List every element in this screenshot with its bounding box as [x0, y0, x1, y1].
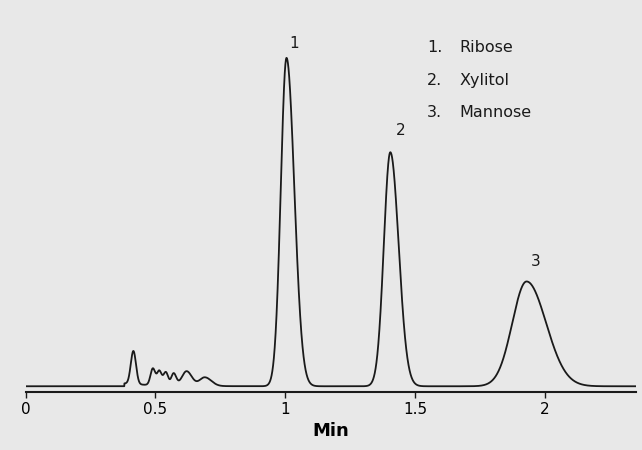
- Text: Mannose: Mannose: [459, 105, 531, 120]
- Text: Ribose: Ribose: [459, 40, 513, 55]
- Text: 1: 1: [290, 36, 299, 51]
- Text: 3: 3: [531, 254, 541, 269]
- Text: 3.: 3.: [427, 105, 442, 120]
- Text: Xylitol: Xylitol: [459, 73, 509, 88]
- Text: 2.: 2.: [427, 73, 442, 88]
- X-axis label: Min: Min: [312, 423, 349, 441]
- Text: 2: 2: [396, 123, 406, 138]
- Text: 1.: 1.: [427, 40, 442, 55]
